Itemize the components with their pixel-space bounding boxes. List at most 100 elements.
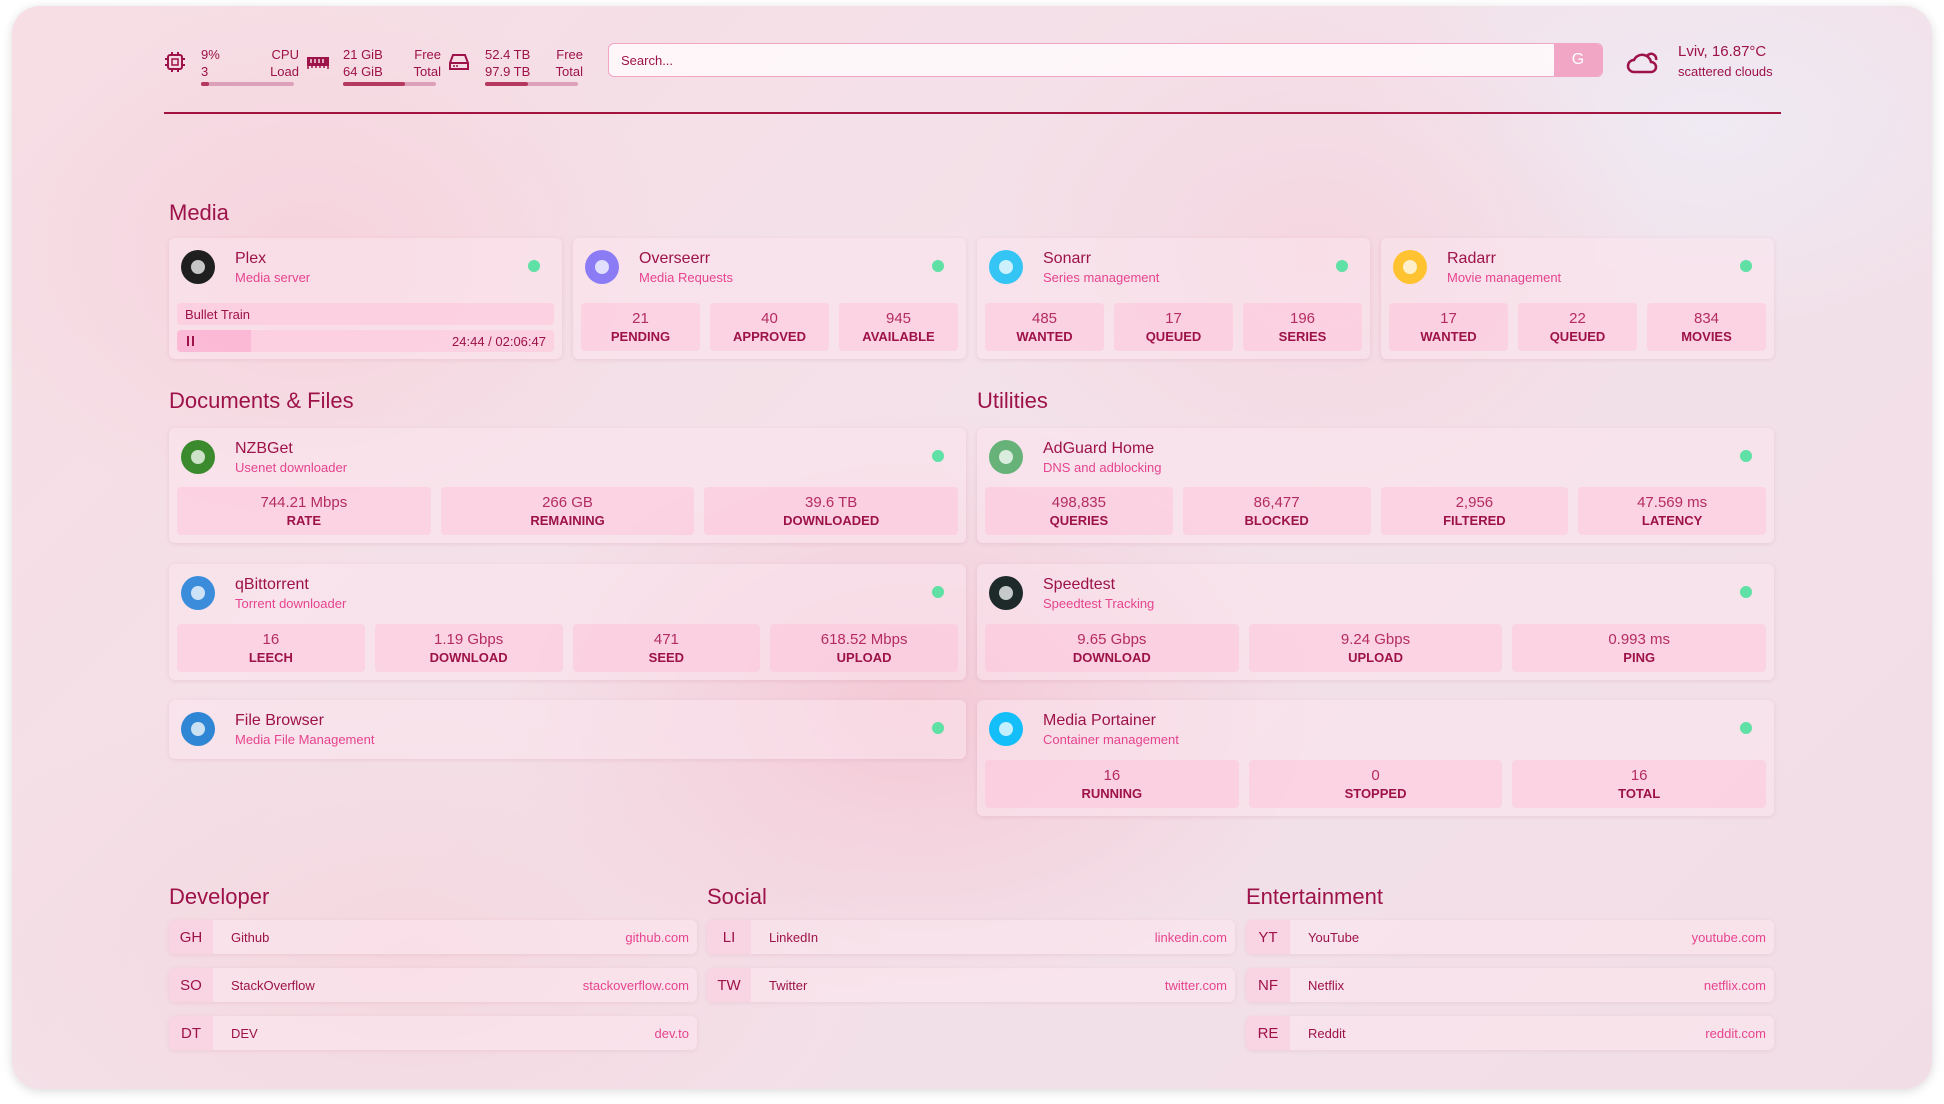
free-label: Free xyxy=(414,47,441,62)
stat-value: 618.52 Mbps xyxy=(820,631,908,648)
stat-upload: 9.24 Gbps UPLOAD xyxy=(1248,624,1503,672)
service-description: Torrent downloader xyxy=(235,596,347,611)
cpu-usage: 9% xyxy=(201,47,220,62)
bookmark-abbreviation: YT xyxy=(1246,920,1290,954)
stat-label: PING xyxy=(1623,650,1656,665)
service-card-radarr[interactable]: Radarr Movie management 17 WANTED 22 QUEUED 83… xyxy=(1381,238,1774,359)
stat-downloaded: 39.6 TB DOWNLOADED xyxy=(704,487,959,535)
stat-label: WANTED xyxy=(1420,329,1477,344)
stat-available: 945 AVAILABLE xyxy=(839,303,958,351)
stat-label: DOWNLOADED xyxy=(783,513,880,528)
stat-label: LATENCY xyxy=(1641,513,1703,528)
service-card-adguard-home[interactable]: AdGuard Home DNS and adblocking 498,835 QUE… xyxy=(977,428,1774,543)
stat-label: AVAILABLE xyxy=(862,329,935,344)
bookmark-stackoverflow[interactable]: SO StackOverflow stackoverflow.com xyxy=(169,968,697,1002)
service-card-speedtest[interactable]: Speedtest Speedtest Tracking 9.65 Gbps DOWN… xyxy=(977,564,1774,680)
service-description: Series management xyxy=(1043,270,1160,285)
bookmark-group-heading: Entertainment xyxy=(1246,884,1383,909)
stat-label: REMAINING xyxy=(530,513,605,528)
stat-value: 0.993 ms xyxy=(1608,631,1671,648)
bookmark-url: netflix.com xyxy=(1703,977,1766,993)
bookmark-url: dev.to xyxy=(654,1025,689,1041)
status-indicator xyxy=(932,260,944,272)
now-playing-progress[interactable]: 24:44 / 02:06:47 xyxy=(177,330,554,352)
stat-label: UPLOAD xyxy=(1348,650,1403,665)
service-card-overseerr[interactable]: Overseerr Media Requests 21 PENDING 40 APPROV… xyxy=(573,238,966,359)
stat-approved: 40 APPROVED xyxy=(710,303,829,351)
load-label: Load xyxy=(270,64,299,79)
service-card-sonarr[interactable]: Sonarr Series management 485 WANTED 17 QUEUED… xyxy=(977,238,1370,359)
bookmark-twitter[interactable]: TW Twitter twitter.com xyxy=(707,968,1235,1002)
stat-value: 22 xyxy=(1569,310,1586,327)
stat-value: 471 xyxy=(653,631,679,648)
service-stats: 9.65 Gbps DOWNLOAD 9.24 Gbps UPLOAD 0.993 ms… xyxy=(985,624,1767,672)
service-card-nzbget[interactable]: NZBGet Usenet downloader 744.21 Mbps RATE 26… xyxy=(169,428,966,543)
stat-seed: 471 SEED xyxy=(572,624,761,672)
free-label: Free xyxy=(556,47,583,62)
stat-value: 16 xyxy=(1630,767,1648,784)
stat-value: 47.569 ms xyxy=(1637,494,1708,511)
bookmark-name: YouTube xyxy=(1308,929,1360,945)
service-card-file-browser[interactable]: File Browser Media File Management xyxy=(169,700,966,759)
service-card-plex[interactable]: Plex Media server Bullet Train 24:44 / 02:0… xyxy=(169,238,562,359)
dashboard: 9% 3 CPU Load 21 GiB 64 GiB Free Total 52.4 … xyxy=(12,6,1932,1089)
memory-bar xyxy=(343,82,436,86)
service-stats: 485 WANTED 17 QUEUED 196 SERIES xyxy=(985,303,1362,351)
search-provider-button[interactable]: G xyxy=(1554,44,1602,76)
service-stats: 17 WANTED 22 QUEUED 834 MOVIES xyxy=(1389,303,1766,351)
service-name: Overseerr xyxy=(639,250,711,267)
status-indicator xyxy=(932,586,944,598)
pause-button-icon[interactable] xyxy=(187,336,194,346)
bookmark-dev[interactable]: DT DEV dev.to xyxy=(169,1016,697,1050)
stat-queued: 17 QUEUED xyxy=(1114,303,1233,351)
stat-rate: 744.21 Mbps RATE xyxy=(177,487,431,535)
service-card-qbittorrent[interactable]: qBittorrent Torrent downloader 16 LEECH 1.19… xyxy=(169,564,966,680)
memory-total: 64 GiB xyxy=(343,64,383,79)
service-name: Plex xyxy=(235,250,267,267)
memory-widget: 21 GiB 64 GiB Free Total xyxy=(306,42,446,92)
stat-value: 39.6 TB xyxy=(805,494,858,511)
search-input[interactable] xyxy=(609,52,1554,68)
bookmark-abbreviation: GH xyxy=(169,920,213,954)
bookmark-linkedin[interactable]: LI LinkedIn linkedin.com xyxy=(707,920,1235,954)
search-bar: G xyxy=(608,43,1603,77)
bookmark-url: twitter.com xyxy=(1164,977,1227,993)
header-divider xyxy=(164,112,1781,114)
nzbget-icon xyxy=(181,440,215,474)
service-name: File Browser xyxy=(235,712,324,729)
service-stats: 21 PENDING 40 APPROVED 945 AVAILABLE xyxy=(581,303,958,351)
bookmark-youtube[interactable]: YT YouTube youtube.com xyxy=(1246,920,1774,954)
bookmark-url: stackoverflow.com xyxy=(582,977,689,993)
service-name: AdGuard Home xyxy=(1043,440,1155,457)
bookmark-abbreviation: NF xyxy=(1246,968,1290,1002)
service-card-media-portainer[interactable]: Media Portainer Container management 16 RUN… xyxy=(977,700,1774,816)
bookmark-github[interactable]: GH Github github.com xyxy=(169,920,697,954)
bookmark-abbreviation: LI xyxy=(707,920,751,954)
portainer-icon xyxy=(989,712,1023,746)
stat-wanted: 485 WANTED xyxy=(985,303,1104,351)
stat-filtered: 2,956 FILTERED xyxy=(1380,487,1569,535)
bookmark-reddit[interactable]: RE Reddit reddit.com xyxy=(1246,1016,1774,1050)
service-description: Media Requests xyxy=(639,270,733,285)
stat-value: 2,956 xyxy=(1455,494,1494,511)
bookmark-url: linkedin.com xyxy=(1154,929,1227,945)
stat-label: LEECH xyxy=(248,650,293,665)
service-description: Media server xyxy=(235,270,311,285)
bookmark-group-heading: Social xyxy=(707,884,767,909)
cpu-label: CPU xyxy=(271,47,299,62)
bookmark-group-heading: Developer xyxy=(169,884,270,909)
bookmark-name: DEV xyxy=(231,1025,258,1041)
stat-label: DOWNLOAD xyxy=(1072,650,1151,665)
bookmark-abbreviation: DT xyxy=(169,1016,213,1050)
status-indicator xyxy=(1740,722,1752,734)
bookmark-url: github.com xyxy=(625,929,689,945)
radarr-icon xyxy=(1393,250,1427,284)
playback-time: 24:44 / 02:06:47 xyxy=(452,334,546,349)
adguard-icon xyxy=(989,440,1023,474)
disk-icon xyxy=(449,54,469,70)
stat-movies: 834 MOVIES xyxy=(1647,303,1766,351)
plex-icon xyxy=(181,250,215,284)
bookmark-netflix[interactable]: NF Netflix netflix.com xyxy=(1246,968,1774,1002)
stat-value: 40 xyxy=(761,310,778,327)
service-stats: 744.21 Mbps RATE 266 GB REMAINING 39.6 TB DOW… xyxy=(177,487,959,535)
